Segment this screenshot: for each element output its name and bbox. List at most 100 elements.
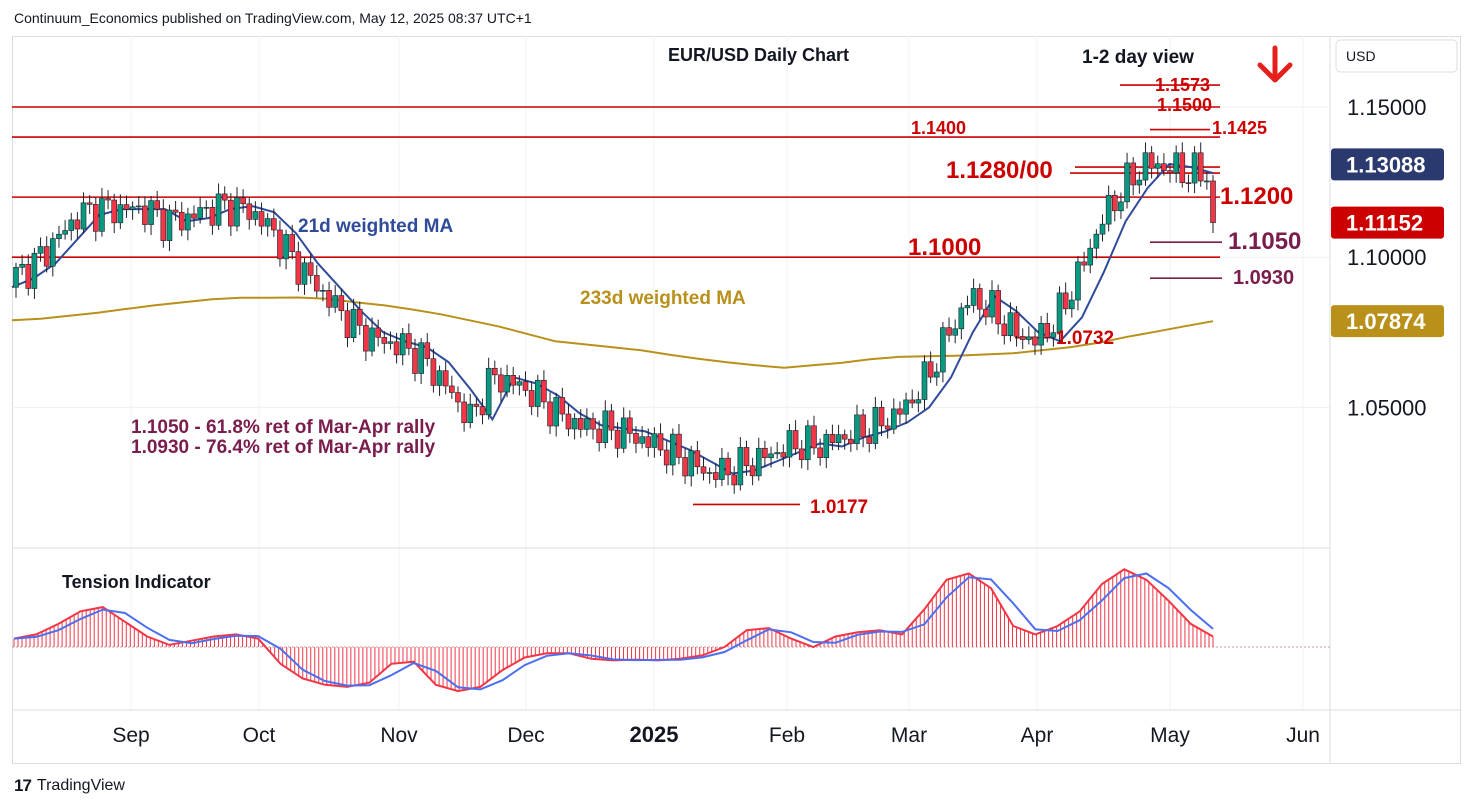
x-tick-label: May [1150, 724, 1190, 747]
candle-body [1167, 170, 1173, 174]
candle-body [921, 361, 928, 400]
candle-body [424, 342, 431, 360]
candle-body [676, 433, 682, 458]
candle-body [510, 375, 517, 386]
tradingview-logo[interactable]: 17 TradingView [14, 776, 125, 796]
candle-body [209, 207, 216, 226]
candle-body [970, 288, 977, 306]
candle-body [289, 234, 296, 252]
candle-body [614, 429, 621, 449]
candle-body [387, 341, 394, 344]
candle-body [762, 447, 768, 459]
candle-body [105, 198, 111, 201]
candle-body [148, 200, 154, 225]
level-label: 1.1573 [1155, 75, 1210, 95]
level-label: 1.0177 [810, 497, 868, 518]
ma233-label: 233d weighted MA [580, 288, 746, 309]
candle-body [737, 447, 744, 486]
chart-title: EUR/USD Daily Chart [668, 45, 849, 65]
candle-body [927, 361, 934, 378]
candle-body [534, 379, 541, 407]
candle-body [215, 193, 222, 226]
candle-body [577, 418, 584, 430]
candle-body [142, 205, 148, 225]
candle-body [805, 425, 811, 461]
candle-body [80, 202, 87, 230]
candle-body [240, 197, 246, 205]
tv-logo-icon: 17 [14, 776, 32, 795]
candle-body [344, 310, 351, 338]
price-tag [1331, 148, 1444, 181]
candle-body [884, 425, 891, 430]
candle-body [74, 219, 81, 230]
candle-body [976, 288, 983, 310]
level-label: 1.1425 [1212, 118, 1267, 138]
candle-body [191, 213, 197, 219]
candle-body [1044, 323, 1051, 338]
candle-body [442, 370, 449, 387]
candle-body [1007, 312, 1014, 337]
candle-body [829, 434, 836, 444]
candle-body [571, 418, 578, 430]
candle-body [841, 434, 848, 440]
candle-body [234, 197, 240, 227]
candle-body [1161, 163, 1167, 171]
currency-button [1335, 39, 1458, 73]
candle-body [129, 206, 136, 210]
candle-body [1032, 336, 1038, 346]
candle-body [1038, 323, 1044, 346]
candle-body [301, 262, 308, 285]
candle-body [1136, 179, 1143, 186]
candle-body [93, 204, 99, 232]
candle-body [1081, 261, 1087, 266]
candle-body [1069, 299, 1075, 310]
level-label: 1.1400 [911, 118, 966, 138]
candle-body [933, 371, 940, 378]
level-label: 1.0732 [1056, 328, 1114, 349]
candle-body [1204, 180, 1210, 183]
candle-body [1210, 180, 1216, 223]
x-tick-label: Sep [112, 724, 149, 747]
candle-body [639, 436, 645, 444]
candle-body [1111, 194, 1118, 212]
grid [12, 36, 1461, 764]
candle-body [461, 401, 467, 424]
down-arrow-icon [1257, 45, 1293, 83]
candle-body [1075, 261, 1081, 301]
x-tick-label: Feb [769, 724, 805, 747]
candle-body [663, 449, 670, 466]
candle-body [221, 193, 228, 201]
indicator-title: Tension Indicator [62, 572, 211, 592]
candle-body [504, 375, 510, 393]
candle-body [1130, 162, 1136, 186]
price-tag-text: 1.07874 [1346, 309, 1426, 334]
candle-body [381, 337, 388, 344]
candle-body [455, 392, 461, 403]
candle-body [528, 390, 535, 407]
candle-body [657, 433, 664, 451]
candle-body [467, 403, 474, 424]
candle-body [719, 457, 725, 480]
y-tick-label: 1.15000 [1347, 95, 1427, 120]
candle-body [326, 289, 332, 308]
candle-body [295, 251, 302, 285]
candle-body [406, 333, 412, 349]
candle-body [848, 438, 854, 444]
candle-body [995, 290, 1001, 325]
candle-body [1019, 336, 1026, 340]
candle-body [798, 448, 805, 461]
candle-body [449, 385, 455, 393]
candle-body [228, 199, 234, 227]
candle-body [350, 308, 357, 338]
candle-body [553, 397, 559, 427]
candle-body [1013, 312, 1020, 337]
candle-body [1185, 182, 1192, 184]
candle-body [627, 417, 633, 434]
candle-body [86, 202, 93, 205]
level-label: 1.1200 [1220, 183, 1293, 210]
chart-subtitle: 1-2 day view [1082, 47, 1194, 68]
candle-body [1124, 162, 1130, 203]
candle-body [700, 466, 707, 474]
candle-body [823, 434, 830, 458]
